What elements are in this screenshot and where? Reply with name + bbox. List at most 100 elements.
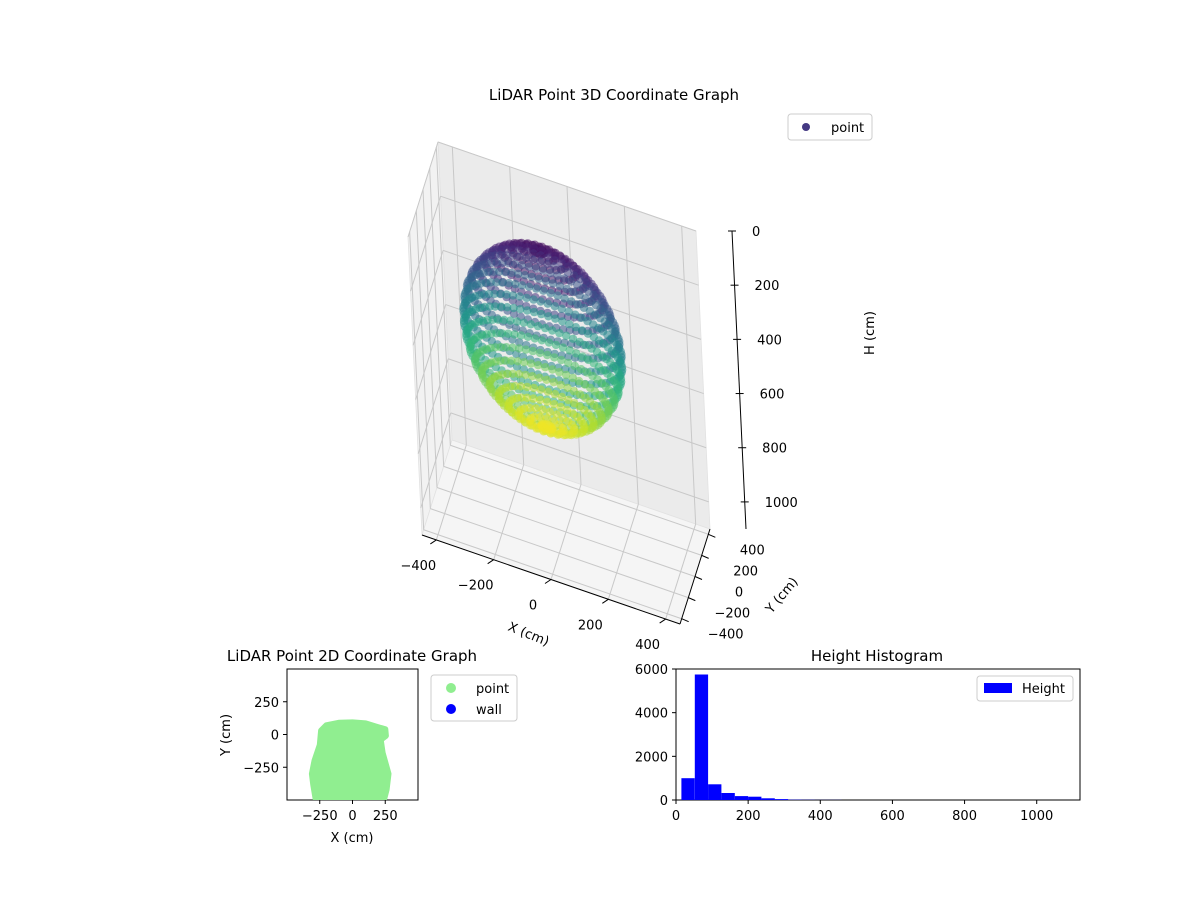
x-tick [659, 618, 666, 624]
lidar-point [571, 310, 580, 319]
lidar-point [529, 255, 538, 264]
z-tick-label: 200 [755, 279, 780, 294]
lidar-point [565, 346, 574, 355]
lidar-point [513, 357, 522, 366]
x-tick-label: 0 [529, 599, 537, 614]
lidar-point [541, 363, 550, 372]
plot3d-axes [421, 230, 749, 625]
lidar-point [571, 323, 580, 332]
lidar-point [520, 358, 529, 367]
histogram-bar [708, 784, 722, 800]
lidar-point [522, 393, 532, 402]
plot3d-z-ticklabels: 0 200 400 600 800 1000 [752, 225, 798, 511]
lidar-point [511, 323, 521, 332]
lidar-point [541, 323, 550, 333]
plot3d-legend-frame [787, 113, 873, 141]
lidar-point [532, 284, 541, 293]
lidar-point [568, 334, 578, 343]
lidar-point [552, 410, 561, 419]
lidar-point [515, 292, 524, 301]
lidar-point [573, 300, 582, 309]
lidar-point [564, 352, 573, 361]
lidar-point [502, 245, 512, 254]
lidar-point [524, 262, 534, 271]
plot2d-legend: point wall [430, 674, 518, 722]
lidar-point [499, 315, 509, 325]
lidar-point [523, 332, 533, 341]
lidar-point [516, 382, 525, 391]
lidar-point [544, 312, 553, 321]
lidar-point [567, 297, 576, 306]
gridline-h-left [407, 141, 439, 238]
histogram-legend-label: Height [1022, 682, 1065, 697]
plot2d-xtick-label: −250 [302, 809, 338, 824]
histogram-bar [748, 796, 762, 800]
lidar-point [563, 268, 572, 277]
lidar-point [535, 348, 545, 358]
lidar-point [558, 317, 567, 326]
gridline-h-left [415, 304, 447, 400]
lidar-point [496, 302, 506, 311]
lidar-point [520, 271, 530, 280]
plot3d-ylabel: Y (cm) [762, 575, 801, 618]
lidar-point [514, 369, 524, 379]
lidar-point [508, 251, 517, 260]
y-tick [701, 554, 709, 559]
lidar-point [550, 353, 559, 362]
lidar-point [553, 291, 562, 300]
plot2d-legend-marker-wall [446, 704, 456, 714]
gridline-x-back [681, 226, 697, 525]
z-tick-label: 800 [762, 442, 787, 457]
plot3d-legend: point [787, 113, 873, 141]
z-tick-label: 1000 [765, 496, 798, 511]
lidar-point [510, 259, 520, 269]
gridline-y-floor [430, 508, 689, 599]
histogram-bar [761, 798, 775, 800]
lidar-point [523, 306, 532, 315]
histogram-xtick-label: 0 [672, 809, 680, 824]
histogram-bar [694, 674, 709, 800]
lidar-point [542, 375, 551, 384]
histogram-xtick-label: 1000 [1020, 809, 1053, 824]
lidar-point [556, 402, 565, 412]
lidar-point [557, 259, 566, 268]
lidar-point [504, 259, 513, 268]
lidar-point [515, 252, 524, 261]
x-tick-label: −200 [458, 579, 494, 594]
plot3d: LiDAR Point 3D Coordinate Graph 0 200 400 6… [400, 86, 878, 653]
lidar-point [543, 253, 553, 262]
lidar-point [516, 331, 526, 340]
lidar-point [492, 258, 501, 267]
lidar-point [557, 265, 566, 274]
lidar-point [549, 417, 558, 426]
lidar-point [527, 272, 537, 282]
lidar-point [533, 361, 543, 370]
lidar-point [522, 253, 531, 263]
lidar-point [562, 284, 571, 294]
plot2d-title: LiDAR Point 2D Coordinate Graph [227, 647, 477, 665]
lidar-point [553, 271, 562, 280]
lidar-point [539, 286, 548, 295]
y-tick [694, 576, 703, 580]
z-tick-label: 600 [760, 388, 785, 403]
lidar-point [543, 259, 552, 269]
lidar-point [519, 318, 529, 327]
histogram-bar [721, 793, 735, 800]
gridline-y-left [409, 231, 425, 530]
y-tick-label: 200 [733, 564, 758, 579]
lidar-point [578, 352, 587, 361]
histogram-ytick-label: 4000 [635, 707, 668, 722]
lidar-point [543, 299, 552, 308]
lidar-point [544, 338, 554, 347]
x-tick [544, 579, 552, 584]
plot2d-legend-label-point: point [476, 682, 509, 697]
lidar-point [526, 359, 536, 368]
lidar-point [533, 321, 543, 331]
lidar-point [546, 288, 555, 298]
lidar-point [507, 268, 516, 278]
lidar-point [562, 331, 571, 340]
lidar-point [507, 356, 516, 365]
lidar-point [550, 302, 559, 311]
z-tick-label: 400 [757, 333, 782, 348]
lidar-point [494, 315, 503, 324]
